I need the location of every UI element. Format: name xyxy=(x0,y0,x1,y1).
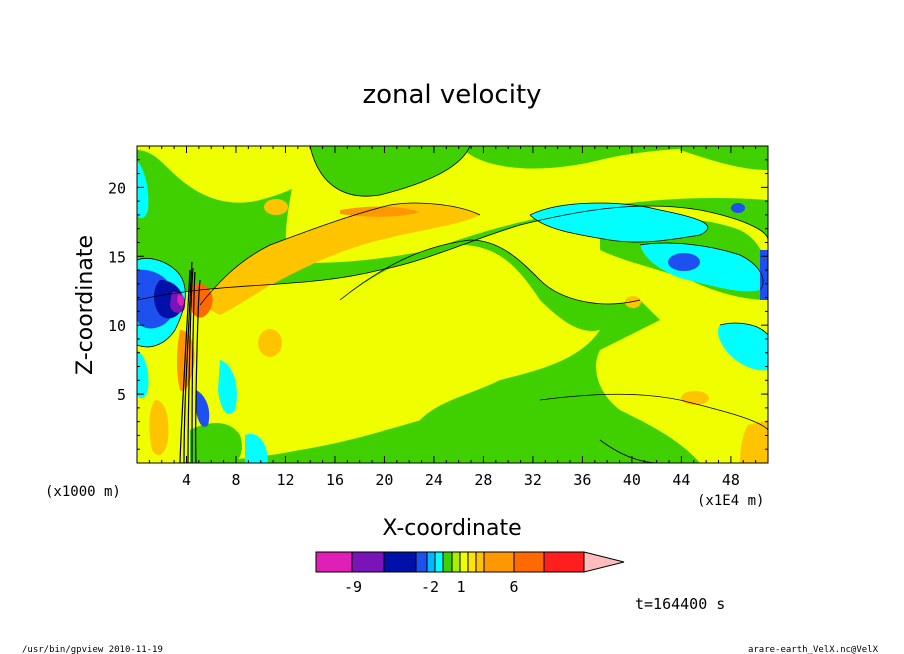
mountain-contours xyxy=(179,261,201,463)
contour-cyan-lower-right xyxy=(718,323,768,371)
contour-blue-right xyxy=(668,253,700,271)
y-axis: 5 10 15 20 xyxy=(108,159,768,450)
contour-orange-blob-4 xyxy=(681,391,709,405)
colorbar-label: -2 xyxy=(421,578,439,596)
contour-blue-top-right xyxy=(731,203,745,213)
footer-right: arare-earth_VelX.nc@VelX xyxy=(748,645,879,654)
colorbar-cell xyxy=(451,551,461,573)
contour-blue-edge-right xyxy=(760,250,768,300)
colorbar-cell xyxy=(475,551,485,573)
colorbar-cell xyxy=(351,551,385,573)
contour-orange-corner xyxy=(740,420,768,463)
x-tick-label: 40 xyxy=(623,471,641,489)
x-tick-label: 24 xyxy=(425,471,443,489)
contour-orange-band xyxy=(200,203,480,315)
y-tick-label: 20 xyxy=(108,179,126,197)
colorbar-cell xyxy=(467,551,477,573)
contour-green-top-right xyxy=(680,146,768,170)
x-tick-label: 8 xyxy=(231,471,240,489)
x-tick-label: 4 xyxy=(182,471,191,489)
colorbar-cell xyxy=(434,551,444,573)
contour-cyan-upper-right xyxy=(530,203,708,243)
contour-green-bottom-left xyxy=(190,423,242,463)
contour-green-center xyxy=(340,240,700,463)
contour-magenta-core xyxy=(177,294,185,306)
y-tick-label: 5 xyxy=(117,386,126,404)
contour-orange-blob-2 xyxy=(258,329,282,357)
x-tick-label: 28 xyxy=(474,471,492,489)
x-axis: 4 8 12 16 20 24 28 32 36 40 44 48 xyxy=(148,146,757,489)
chart-title: zonal velocity xyxy=(362,80,541,110)
region-contour-lines xyxy=(137,146,768,463)
contour-cyan-lower-left xyxy=(218,360,237,414)
colorbar-label: -9 xyxy=(344,578,362,596)
time-label: t=164400 s xyxy=(635,595,725,613)
x-axis-label: X-coordinate xyxy=(382,516,521,541)
colorbar-cell xyxy=(415,551,428,573)
contour-green-top xyxy=(310,146,470,197)
contour-cyan-right xyxy=(640,243,764,292)
x-tick-label: 44 xyxy=(672,471,690,489)
plot-frame xyxy=(136,145,769,464)
contour-orange-lower-left xyxy=(149,400,169,456)
contour-field xyxy=(137,146,768,463)
y-tick-label: 15 xyxy=(108,248,126,266)
contour-orange-blob-3 xyxy=(625,296,641,308)
x-tick-label: 20 xyxy=(375,471,393,489)
colorbar-arrow xyxy=(583,551,625,573)
colorbar-cell xyxy=(543,551,585,573)
colorbar-label: 1 xyxy=(456,578,465,596)
x-tick-label: 32 xyxy=(524,471,542,489)
colorbar-cell xyxy=(442,551,453,573)
y-axis-label: Z-coordinate xyxy=(73,235,98,375)
x-tick-label: 12 xyxy=(276,471,294,489)
contour-orange-blob-1 xyxy=(264,199,288,215)
colorbar-cell xyxy=(315,551,353,573)
contour-cyan-upper-edge xyxy=(137,160,149,219)
y-axis-unit-note: (x1000 m) xyxy=(45,484,121,500)
contour-cyan-lower-edge xyxy=(137,350,149,399)
contour-blue-lower-left xyxy=(196,390,210,427)
colorbar-label: 6 xyxy=(509,578,518,596)
y-tick-label: 10 xyxy=(108,317,126,335)
colorbar-cell xyxy=(426,551,436,573)
x-tick-label: 36 xyxy=(573,471,591,489)
contour-red-orange-core xyxy=(190,283,213,318)
x-tick-label: 16 xyxy=(326,471,344,489)
colorbar-cell xyxy=(513,551,545,573)
x-tick-label: 48 xyxy=(722,471,740,489)
contour-cyan-bottom xyxy=(245,434,268,463)
contour-yellow-upper-left xyxy=(137,146,340,203)
x-axis-unit-note: (x1E4 m) xyxy=(697,493,764,509)
colorbar-cell xyxy=(483,551,515,573)
colorbar-cell xyxy=(383,551,417,573)
footer-left: /usr/bin/gpview 2010-11-19 xyxy=(22,645,163,654)
contour-orange-core xyxy=(340,206,420,217)
colorbar: -9 -2 1 6 xyxy=(315,551,625,596)
colorbar-cell xyxy=(459,551,469,573)
